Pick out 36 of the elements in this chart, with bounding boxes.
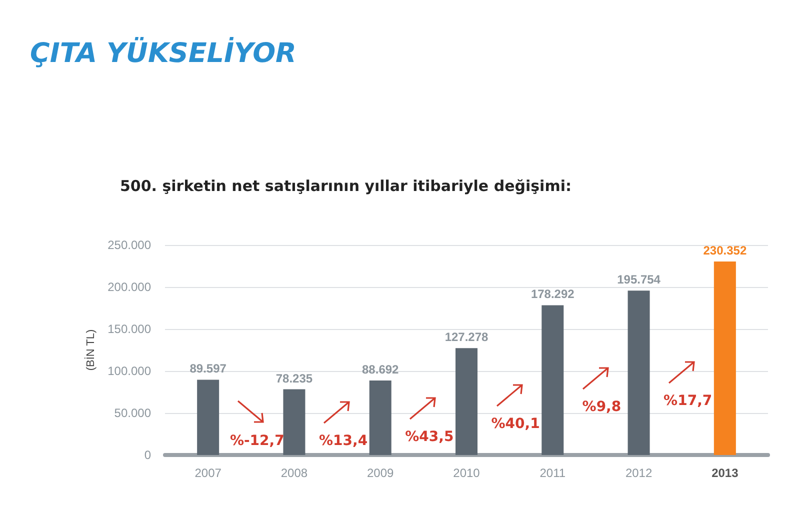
x-tick-label: 2009 — [367, 466, 394, 480]
bar — [197, 380, 220, 455]
y-tick-label: 100.000 — [108, 364, 152, 378]
y-axis-title: (BİN TL) — [84, 329, 98, 371]
data-label: 195.754 — [617, 272, 661, 287]
annotation: %17,7 — [664, 393, 712, 410]
data-label: 230.352 — [703, 244, 747, 258]
annotation: %9,8 — [582, 399, 622, 416]
chart-subtitle: 500. şirketin net satışlarının yıllar itibariyle değişimi: — [120, 177, 572, 195]
y-tick-label: 50.000 — [114, 406, 152, 420]
data-label: 89.597 — [190, 362, 227, 376]
y-tick-label: 150.000 — [108, 322, 152, 336]
y-tick-label: 250.000 — [108, 238, 152, 252]
x-tick-label: 2010 — [453, 466, 480, 480]
y-tick-label: 200.000 — [108, 280, 152, 294]
y-tick-label: 0 — [144, 448, 152, 462]
chart-title: ÇITA YÜKSELİYOR — [30, 38, 296, 69]
x-tick-label: 2013 — [712, 466, 739, 480]
x-tick-label: 2008 — [280, 466, 308, 480]
x-tick-label: 2011 — [540, 466, 566, 480]
x-tick-label: 2012 — [625, 466, 652, 480]
bar — [542, 305, 564, 455]
data-label: 78.235 — [276, 371, 313, 386]
annotation: %40,1 — [491, 416, 540, 432]
bar — [283, 389, 306, 455]
annotation: %13,4 — [318, 432, 368, 449]
bar — [714, 262, 736, 455]
annotation: %43,5 — [405, 429, 454, 446]
bar — [628, 290, 650, 455]
data-label: 127.278 — [444, 330, 489, 344]
data-label: 88.692 — [362, 362, 400, 376]
annotation: %-12,7 — [230, 432, 284, 449]
x-tick-label: 2007 — [194, 466, 222, 480]
bar — [369, 380, 392, 455]
bar — [456, 348, 478, 455]
data-label: 178.292 — [530, 287, 575, 302]
